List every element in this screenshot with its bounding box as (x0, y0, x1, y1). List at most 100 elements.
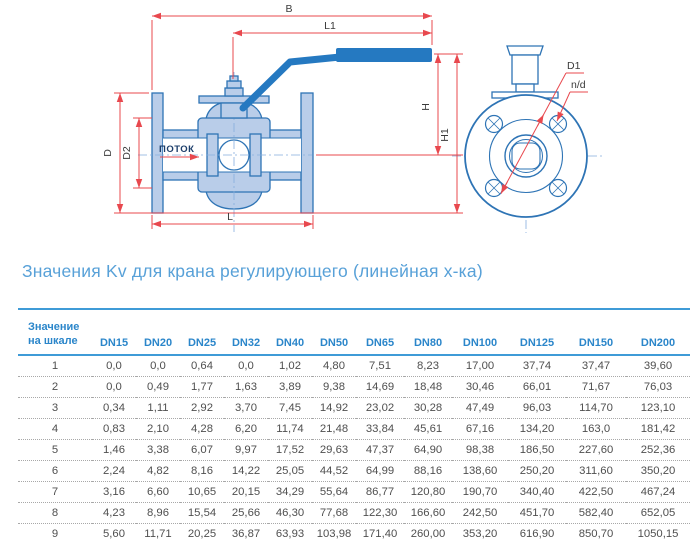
kv-value-cell: 2,10 (136, 418, 180, 440)
kv-value-cell: 227,60 (566, 439, 626, 461)
dim-label-h1: H1 (439, 128, 451, 142)
scale-header-line2: на шкале (28, 335, 78, 348)
kv-value-cell: 29,63 (312, 439, 356, 461)
kv-value-cell: 2,92 (180, 397, 224, 419)
kv-value-cell: 114,70 (566, 397, 626, 419)
kv-value-cell: 8,23 (417, 360, 439, 372)
column-header-dn20: DN20 (136, 309, 180, 356)
kv-value-cell: 9,38 (312, 376, 356, 398)
kv-value-cell: 171,40 (356, 523, 404, 544)
stem-cap (226, 80, 242, 89)
dim-label-d2: D2 (121, 146, 133, 160)
kv-value-cell: 467,24 (626, 481, 690, 503)
handle-grip (336, 48, 432, 62)
kv-value-cell: 2,24 (92, 460, 136, 482)
kv-table-row: 6 2,24 4,82 8,16 14,22 25,05 44,52 64,99 88,16 13… (18, 460, 690, 482)
kv-value-cell: 11,74 (268, 418, 312, 440)
kv-table-body: 1 0,0 0,0 0,64 0,0 1,02 4,80 7,51 8,23 17,00 37,74… (18, 355, 690, 544)
dimension-lines (114, 12, 588, 229)
kv-value-cell: 1,02 (279, 360, 301, 372)
scale-header-line1: Значение (28, 320, 80, 333)
kv-value-cell: 120,80 (404, 481, 452, 503)
kv-value-cell: 10,65 (180, 481, 224, 503)
scale-value-cell: 1 (51, 360, 59, 372)
kv-value-cell: 88,16 (404, 460, 452, 482)
kv-value-cell: 4,82 (136, 460, 180, 482)
right-flange (300, 92, 314, 214)
kv-table-row: 7 3,16 6,60 10,65 20,15 34,29 55,64 86,77 120,80… (18, 481, 690, 503)
column-header-dn100: DN100 (452, 309, 508, 356)
kv-value-cell: 14,22 (224, 460, 268, 482)
kv-value-cell: 33,84 (356, 418, 404, 440)
kv-value-cell: 166,60 (404, 502, 452, 524)
scale-value-cell: 7 (18, 481, 92, 503)
kv-value-cell: 122,30 (356, 502, 404, 524)
kv-value-cell: 0,0 (150, 360, 166, 372)
column-header-dn32: DN32 (224, 309, 268, 356)
kv-value-cell: 0,34 (92, 397, 136, 419)
kv-value-cell: 5,60 (92, 523, 136, 544)
dim-label-h: H (420, 103, 432, 111)
kv-value-cell: 186,50 (508, 439, 566, 461)
kv-value-cell: 77,68 (312, 502, 356, 524)
kv-value-cell: 76,03 (626, 376, 690, 398)
kv-value-cell: 7,45 (268, 397, 312, 419)
stem-neck (224, 87, 244, 97)
flow-label: ПОТОК (159, 144, 194, 155)
dim-label-nd: n/d (571, 79, 586, 91)
kv-value-cell: 37,47 (581, 360, 611, 372)
kv-value-cell: 46,30 (268, 502, 312, 524)
section-title: Значения Kv для крана регулирующего (лин… (22, 261, 483, 281)
kv-value-cell: 252,36 (626, 439, 690, 461)
kv-value-cell: 0,0 (238, 360, 254, 372)
kv-value-cell: 181,42 (626, 418, 690, 440)
kv-table: Значение на шкале DN15 DN20 DN25 DN32 DN40 DN… (18, 308, 690, 544)
kv-value-cell: 11,71 (136, 523, 180, 544)
kv-value-cell: 1,11 (136, 397, 180, 419)
kv-value-cell: 250,20 (508, 460, 566, 482)
kv-value-cell: 39,60 (643, 360, 673, 372)
column-header-dn150: DN150 (566, 309, 626, 356)
kv-value-cell: 45,61 (404, 418, 452, 440)
kv-value-cell: 4,80 (323, 360, 345, 372)
kv-table-row: 2 0,0 0,49 1,77 1,63 3,89 9,38 14,69 18,48 30,46 6… (18, 376, 690, 398)
kv-value-cell: 0,83 (92, 418, 136, 440)
scale-value-cell: 3 (18, 397, 92, 419)
scale-value-cell: 9 (18, 523, 92, 544)
stem-knob (229, 75, 239, 82)
bolt-holes (484, 114, 568, 198)
kv-table-row: 3 0,34 1,11 2,92 3,70 7,45 14,92 23,02 30,28 47,4… (18, 397, 690, 419)
kv-value-cell: 3,38 (136, 439, 180, 461)
kv-value-cell: 260,00 (404, 523, 452, 544)
valve-front-view (452, 45, 602, 233)
kv-value-cell: 3,89 (268, 376, 312, 398)
kv-value-cell: 6,20 (224, 418, 268, 440)
kv-value-cell: 350,20 (626, 460, 690, 482)
kv-value-cell: 86,77 (356, 481, 404, 503)
kv-table-row: 9 5,60 11,71 20,25 36,87 63,93 103,98 171,40 260… (18, 523, 690, 544)
kv-value-cell: 0,0 (92, 376, 136, 398)
kv-value-cell: 0,49 (136, 376, 180, 398)
column-header-dn80: DN80 (404, 309, 452, 356)
kv-value-cell: 17,00 (465, 360, 495, 372)
kv-value-cell: 190,70 (452, 481, 508, 503)
kv-value-cell: 163,0 (566, 418, 626, 440)
kv-table-row: 5 1,46 3,38 6,07 9,97 17,52 29,63 47,37 64,90 98,… (18, 439, 690, 461)
kv-value-cell: 616,90 (508, 523, 566, 544)
dim-label-l1: L1 (324, 20, 336, 32)
kv-value-cell: 7,51 (369, 360, 391, 372)
scale-value-cell: 6 (18, 460, 92, 482)
kv-value-cell: 1050,15 (626, 523, 690, 544)
kv-value-cell: 1,77 (180, 376, 224, 398)
kv-value-cell: 8,96 (136, 502, 180, 524)
handle-lever (239, 53, 344, 112)
kv-table-row: 4 0,83 2,10 4,28 6,20 11,74 21,48 33,84 45,61 67,… (18, 418, 690, 440)
kv-value-cell: 25,05 (268, 460, 312, 482)
column-header-scale: Значение на шкале (18, 309, 92, 356)
kv-value-cell: 47,37 (356, 439, 404, 461)
kv-value-cell: 47,49 (452, 397, 508, 419)
kv-value-cell: 582,40 (566, 502, 626, 524)
dim-D1-leader (500, 72, 567, 194)
kv-value-cell: 55,64 (312, 481, 356, 503)
kv-value-cell: 8,16 (180, 460, 224, 482)
